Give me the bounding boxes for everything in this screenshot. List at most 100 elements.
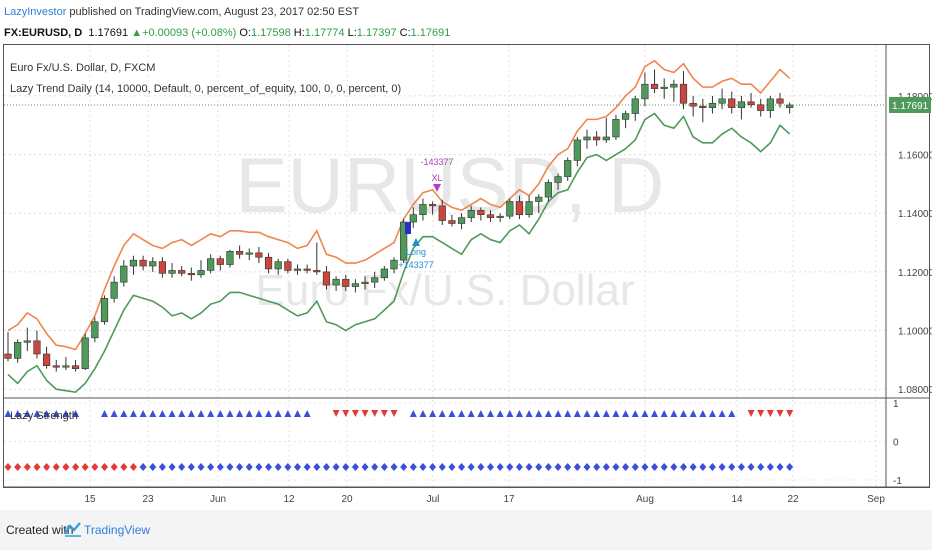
strength-diamond-icon <box>680 463 687 471</box>
publish-info: published on TradingView.com, August 23,… <box>66 6 360 18</box>
candle-body <box>120 265 128 283</box>
trades: -143377 XL Long +143377 <box>398 157 453 270</box>
strength-diamond-icon <box>313 463 321 471</box>
strength-diamond-icon <box>689 463 697 471</box>
candle-body <box>274 261 282 270</box>
candle-body <box>573 139 581 161</box>
trade-exit-arrow-icon <box>433 184 441 192</box>
subpane-legend[interactable]: Lazy Strength <box>10 410 78 422</box>
strength-diamond-icon <box>573 463 581 471</box>
strength-up-triangle-icon <box>477 410 485 417</box>
strength-diamond-icon <box>351 463 359 471</box>
candle-body <box>496 215 504 218</box>
strength-diamond-icon <box>612 463 620 471</box>
strength-diamond-icon <box>409 463 417 471</box>
series-legend[interactable]: Euro Fx/U.S. Dollar, D, FXCM <box>10 62 156 74</box>
candle-body <box>23 340 31 343</box>
lower-tick-label: 0 <box>893 438 899 449</box>
y-tick-label: 1.14000 <box>898 209 932 220</box>
x-tick-label: 14 <box>731 494 743 505</box>
trade-entry-marker <box>405 222 411 234</box>
author-link[interactable]: LazyInvestor <box>4 6 67 18</box>
strength-up-triangle-icon <box>187 410 195 417</box>
candle-body <box>728 98 736 108</box>
strength-diamond-icon <box>766 463 774 471</box>
strength-up-triangle-icon <box>535 410 543 417</box>
candle-body <box>708 102 717 108</box>
candle-body <box>583 136 591 141</box>
strength-up-triangle-icon <box>708 410 716 417</box>
strength-up-triangle-icon <box>226 410 234 417</box>
strength-down-triangle-icon <box>766 410 774 417</box>
candle-body <box>264 256 273 270</box>
strength-diamond-icon <box>62 463 70 471</box>
price-axis: 1.180001.160001.140001.120001.100001.080… <box>885 45 932 487</box>
strength-up-triangle-icon <box>158 410 166 417</box>
y-tick-label: 1.08000 <box>898 385 932 396</box>
strength-up-triangle-icon <box>438 410 446 417</box>
bands <box>4 59 885 393</box>
strength-up-triangle-icon <box>602 410 610 417</box>
strength-diamond-icon <box>448 463 456 471</box>
candle-body <box>602 136 610 141</box>
trade-exit-label-1: -143377 <box>420 157 453 167</box>
created-with: Created with <box>6 523 74 537</box>
symbol-name[interactable]: FX:EURUSD, D <box>4 27 83 39</box>
strength-diamond-icon <box>332 463 340 471</box>
strength-diamond-icon <box>342 463 350 471</box>
strength-up-triangle-icon <box>554 410 562 417</box>
strength-diamond-icon <box>178 463 186 471</box>
candle-body <box>245 252 253 255</box>
upper-band-line <box>7 59 791 351</box>
strength-up-triangle-icon <box>593 410 601 417</box>
footer: Created with TradingView <box>0 510 932 550</box>
strength-up-triangle-icon <box>62 410 70 417</box>
y-tick-label: 1.10000 <box>898 327 932 338</box>
strength-diamond-icon <box>168 463 176 471</box>
strength-diamond-icon <box>602 463 610 471</box>
y-tick-label: 1.12000 <box>898 268 932 279</box>
candle-body <box>178 270 186 274</box>
strength-up-triangle-icon <box>14 410 22 417</box>
candle-body <box>361 281 369 284</box>
strength-up-triangle-icon <box>23 410 31 417</box>
strength-up-triangle-icon <box>168 410 176 417</box>
strength-up-triangle-icon <box>496 410 504 417</box>
candle-body <box>293 268 302 271</box>
tradingview-brand[interactable]: TradingView <box>84 523 151 537</box>
strength-up-triangle-icon <box>641 410 649 417</box>
price-change: +0.00093 (+0.08%) <box>142 27 237 39</box>
y-tick-label: 1.16000 <box>898 151 932 162</box>
strategy-legend[interactable]: Lazy Trend Daily (14, 10000, Default, 0,… <box>10 83 402 95</box>
strength-diamond-icon <box>255 463 263 471</box>
strength-up-triangle-icon <box>33 410 41 417</box>
strength-diamond-icon <box>322 463 330 471</box>
candle-body <box>419 204 427 216</box>
strength-up-triangle-icon <box>294 410 301 417</box>
candle-body <box>255 252 263 258</box>
strength-down-triangle-icon <box>776 410 784 417</box>
strength-down-triangle-icon <box>361 410 369 417</box>
strength-diamond-icon <box>14 463 22 471</box>
low-label: L: <box>347 27 357 39</box>
strength-diamond-icon <box>419 463 427 471</box>
candle-body <box>544 182 552 198</box>
trade-exit-label-2: XL <box>431 173 442 183</box>
candle-body <box>679 83 688 104</box>
lower-pane: 1 0 -1 <box>4 397 930 487</box>
strength-diamond-icon <box>554 463 562 471</box>
strength-diamond-icon <box>158 463 166 471</box>
strength-up-triangle-icon <box>506 410 514 417</box>
strength-diamond-icon <box>81 463 89 471</box>
trade-entry-arrow-icon <box>412 238 420 246</box>
candle-body <box>380 268 388 279</box>
strength-diamond-icon <box>641 463 649 471</box>
strength-diamond-icon <box>429 463 437 471</box>
strength-diamond-icon <box>226 463 234 471</box>
last-price-tag <box>889 96 931 113</box>
candle-body <box>207 258 215 271</box>
tradingview-logo-icon <box>64 522 81 537</box>
strength-diamond-icon <box>197 463 205 471</box>
candle-body <box>100 297 109 323</box>
